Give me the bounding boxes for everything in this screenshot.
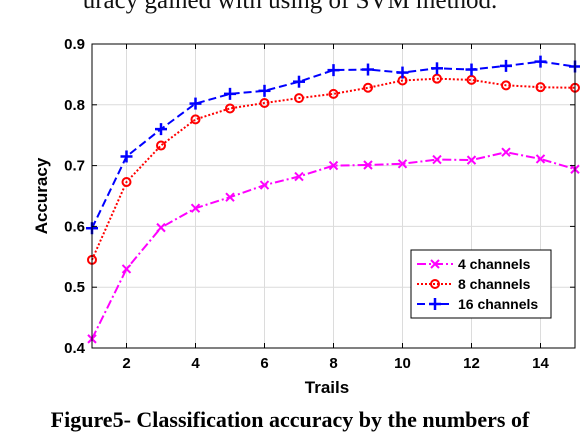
x-tick-label: 8 [329, 355, 337, 372]
data-point [225, 103, 235, 114]
legend-item: 4 channels [417, 256, 531, 272]
data-point [259, 97, 270, 108]
legend-swatch-marker [430, 279, 440, 289]
data-point [190, 114, 201, 125]
legend-swatch-marker [430, 259, 440, 269]
data-point [121, 177, 132, 188]
data-point [120, 150, 133, 163]
x-tick-label: 4 [191, 355, 200, 372]
series-group [86, 55, 580, 344]
legend-label: 8 channels [458, 276, 531, 292]
data-point [294, 171, 304, 182]
data-point [431, 62, 443, 75]
data-point [156, 140, 166, 151]
data-point [466, 74, 477, 85]
accuracy-line-chart: 2 4 6 8 10 12 14 0.4 0.5 0.6 0.7 0.8 0.9 Trails Acc… [32, 36, 580, 397]
data-point [432, 73, 442, 84]
y-tick-label: 0.9 [64, 36, 85, 53]
data-point [258, 84, 271, 97]
data-point [363, 82, 373, 93]
data-point [501, 80, 511, 91]
data-point [259, 180, 270, 190]
legend-item: 16 channels [417, 296, 538, 312]
data-point [466, 155, 477, 165]
x-tick-label: 2 [122, 355, 130, 372]
data-point [500, 59, 512, 72]
y-ticks: 0.4 0.5 0.6 0.7 0.8 0.9 [64, 36, 575, 357]
data-point [224, 87, 236, 100]
y-tick-label: 0.4 [64, 340, 86, 357]
data-point [189, 97, 202, 110]
data-point [190, 203, 201, 213]
data-point [534, 55, 547, 68]
legend: 4 channels 8 channels 16 channels [410, 249, 552, 319]
figure-caption: Figure5- Classification accuracy by the … [50, 407, 530, 432]
data-point [294, 93, 304, 104]
data-point [328, 160, 339, 171]
data-point [293, 75, 305, 88]
y-tick-label: 0.7 [64, 158, 85, 175]
y-tick-label: 0.8 [64, 97, 85, 114]
x-axis-label: Trails [305, 378, 349, 397]
data-point [362, 63, 374, 76]
legend-swatch-marker [429, 298, 441, 310]
y-axis-label: Accuracy [32, 157, 51, 234]
data-point [225, 192, 235, 202]
data-point [328, 88, 339, 99]
data-point [327, 64, 340, 77]
data-point [501, 147, 511, 157]
x-tick-label: 6 [260, 355, 268, 372]
x-tick-label: 12 [463, 355, 480, 372]
y-tick-label: 0.5 [64, 279, 85, 296]
data-point [155, 123, 167, 136]
data-point [535, 154, 546, 164]
x-tick-label: 14 [532, 355, 549, 372]
x-tick-label: 10 [394, 355, 411, 372]
data-point [363, 160, 373, 170]
data-point [397, 159, 408, 169]
series-line [91, 151, 576, 340]
series-line [91, 77, 576, 261]
y-tick-label: 0.6 [64, 218, 85, 235]
data-point [121, 264, 132, 274]
x-ticks: 2 4 6 8 10 12 14 [122, 44, 549, 372]
series-0 [87, 147, 580, 344]
preceding-text-fragment: uracy gained with using of SVM method. [82, 0, 498, 14]
data-point [156, 222, 166, 233]
data-point [535, 82, 546, 93]
data-point [432, 154, 442, 165]
series-line [91, 60, 576, 229]
legend-label: 4 channels [458, 256, 531, 272]
data-point [396, 66, 409, 79]
legend-label: 16 channels [458, 296, 538, 312]
data-point [465, 63, 478, 76]
legend-item: 8 channels [417, 276, 531, 292]
